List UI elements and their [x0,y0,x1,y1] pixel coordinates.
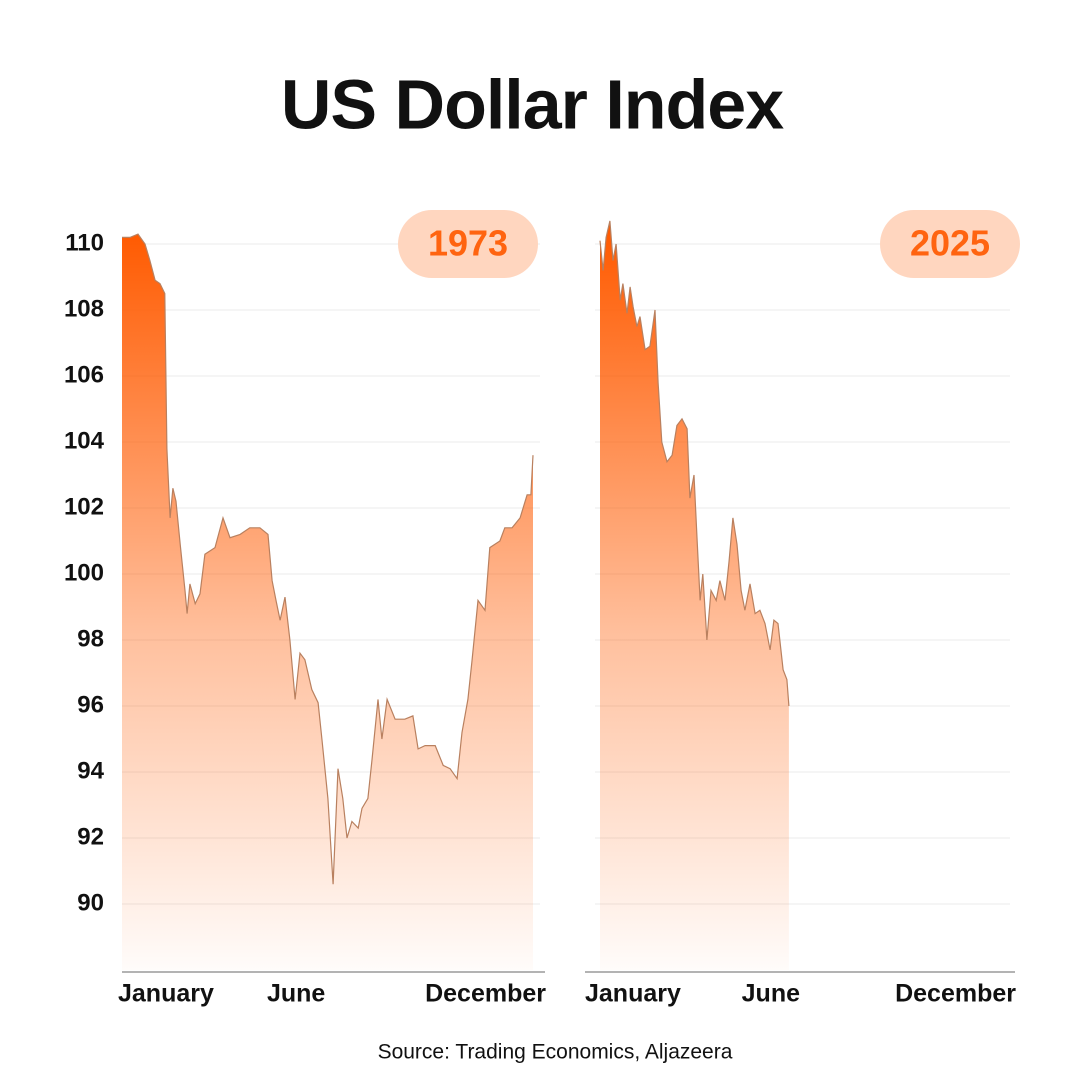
y-tick-label: 104 [64,427,105,454]
source: Source: Trading Economics, Aljazeera [378,1041,733,1064]
series-line [599,220,790,707]
area-fill [600,220,789,970]
y-tick-label: 96 [77,691,104,718]
year-badge [880,210,1020,278]
x-tick-label: June [267,980,325,1008]
y-tick-label: 102 [64,493,104,520]
series-line [122,233,534,885]
x-tick-label: January [585,980,681,1008]
x-tick-label: December [895,980,1016,1008]
y-tick-label: 92 [77,823,104,850]
x-tick-label: January [118,980,214,1008]
year-badge-label: 1973 [428,223,508,264]
y-tick-label: 98 [77,625,104,652]
year-badge [398,210,538,278]
y-tick-label: 110 [65,229,104,256]
area-fill [122,234,533,971]
y-tick-label: 108 [64,295,104,322]
y-tick-label: 100 [64,559,104,586]
title: US Dollar Index [281,65,784,143]
y-tick-label: 106 [64,361,104,388]
year-badge-label: 2025 [910,223,990,264]
y-tick-label: 90 [77,889,104,916]
x-tick-label: June [742,980,800,1008]
y-tick-label: 94 [77,757,104,784]
x-tick-label: December [425,980,546,1008]
